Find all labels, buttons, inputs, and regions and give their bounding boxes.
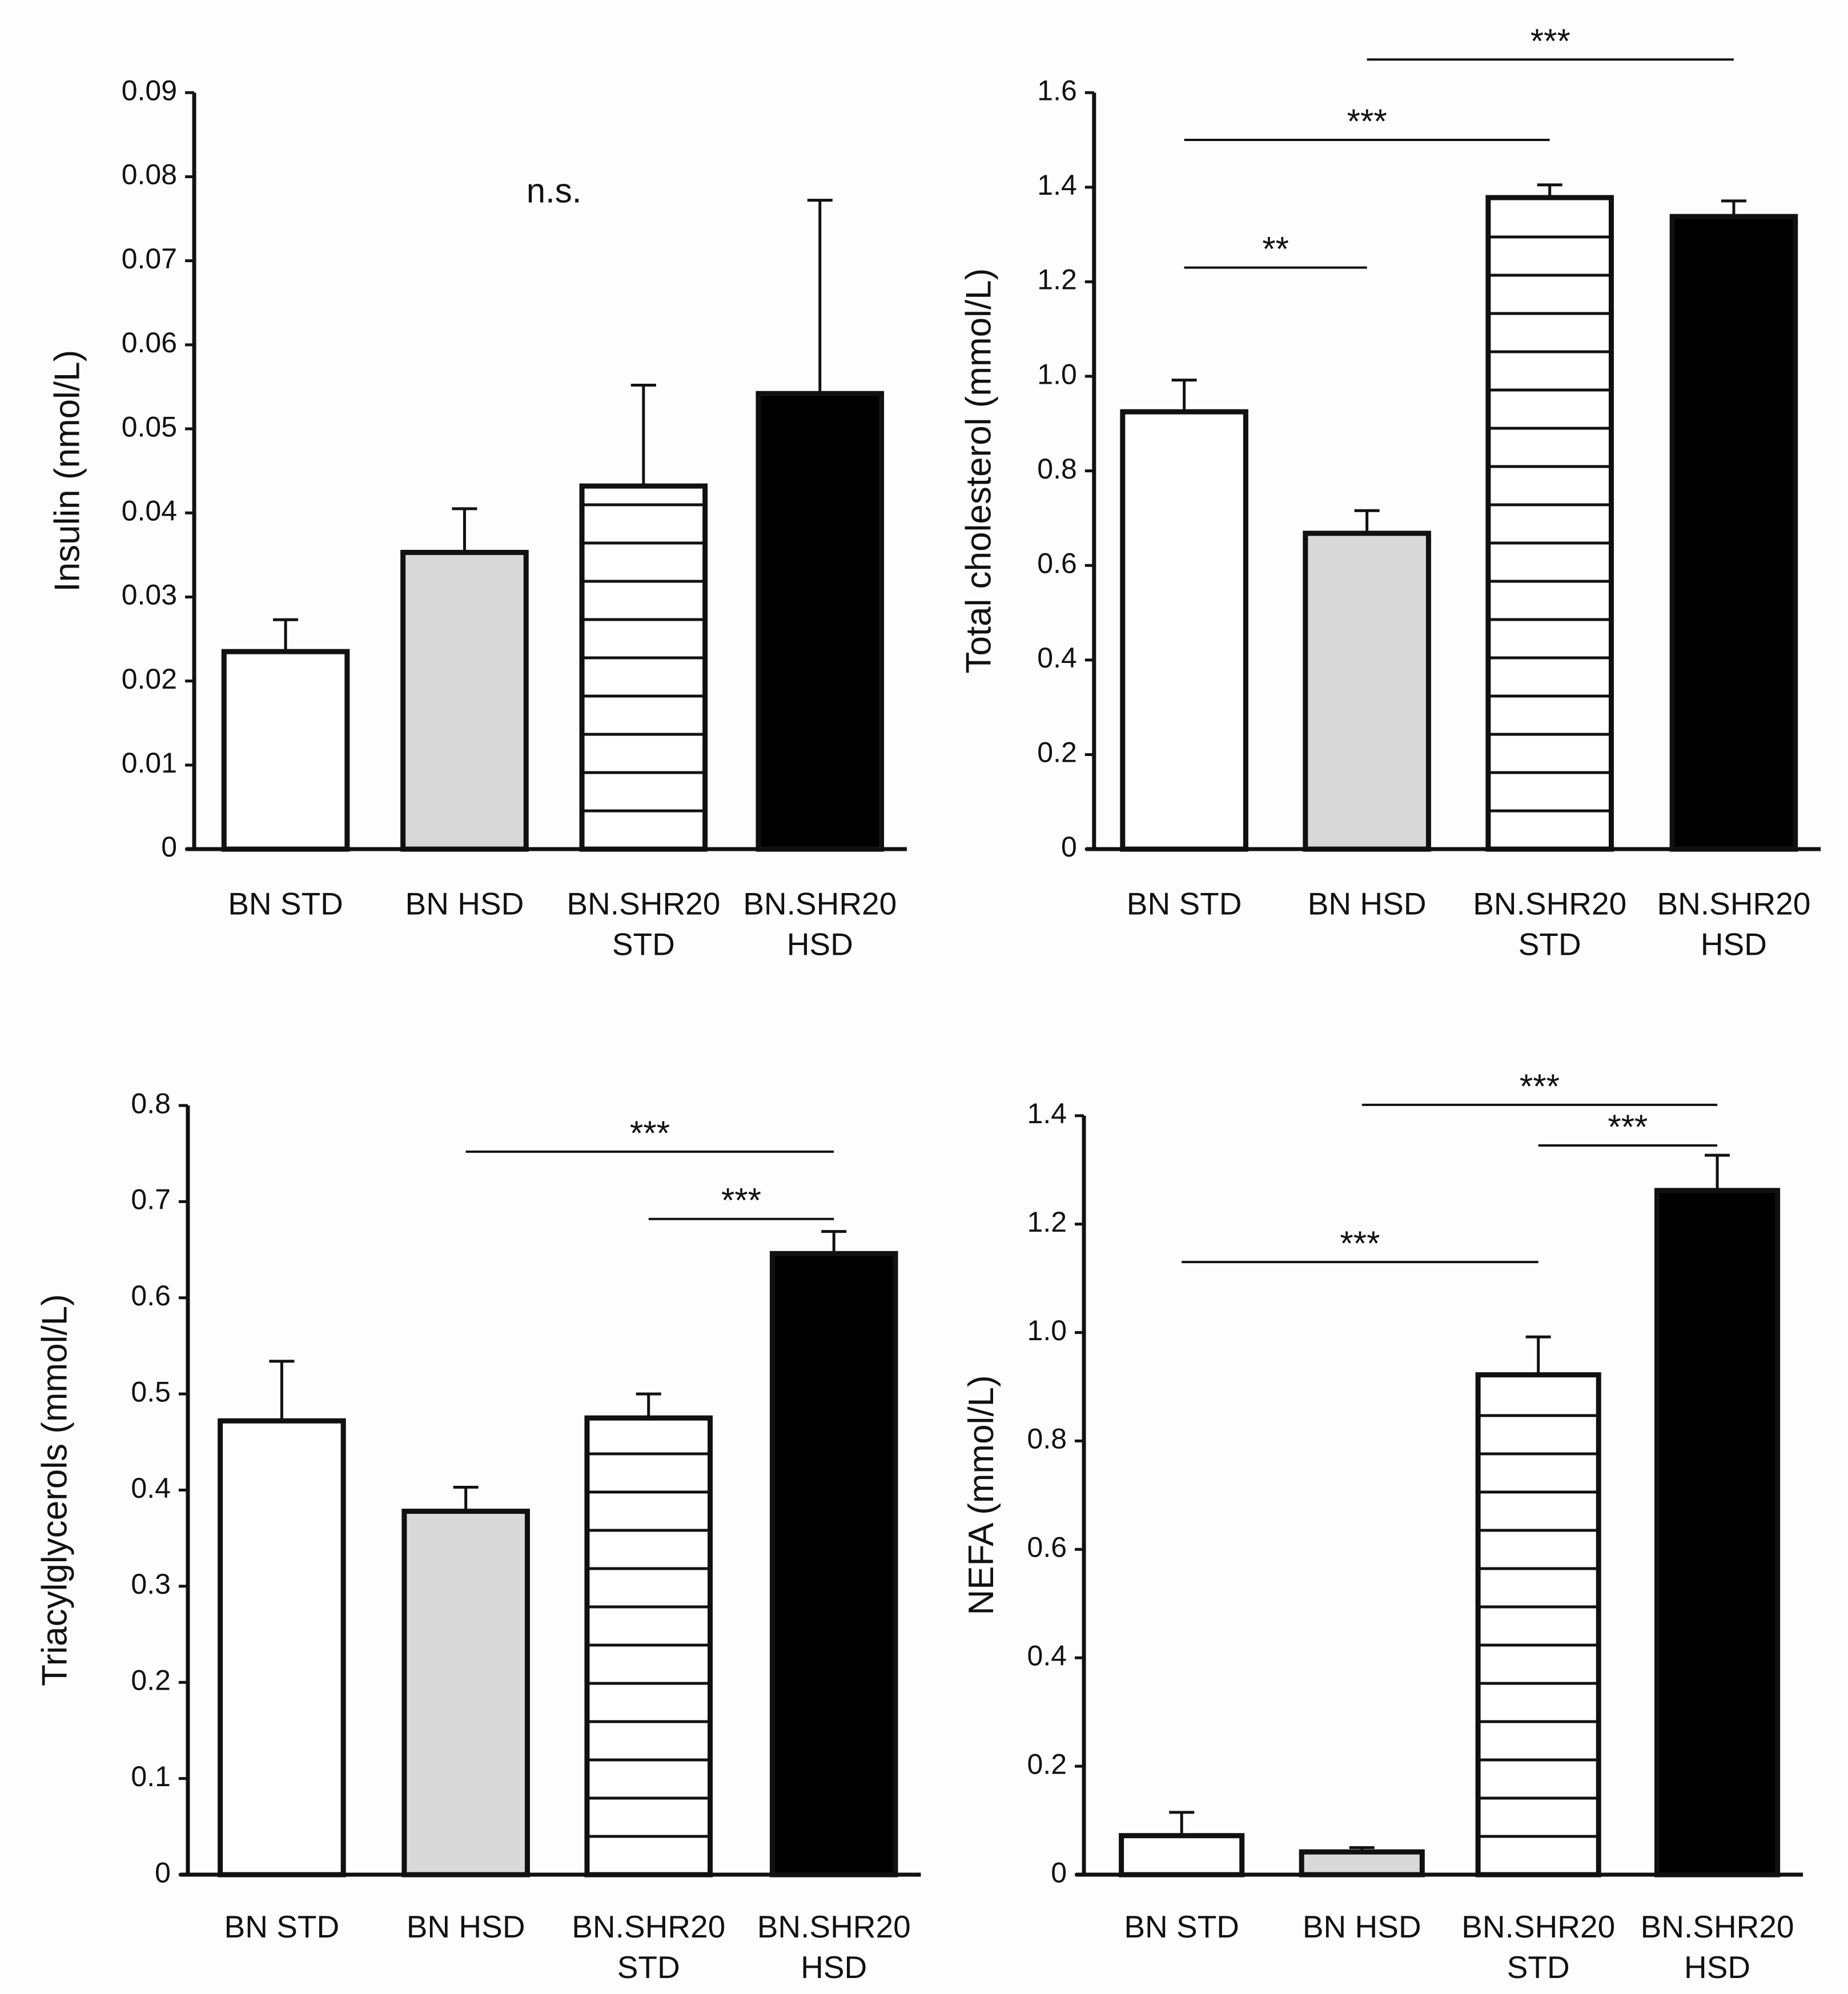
significance-label: *** bbox=[1530, 22, 1570, 60]
y-tick-label: 0.7 bbox=[131, 1184, 171, 1216]
y-tick-label: 0.2 bbox=[131, 1665, 171, 1696]
nefa-chart: 0 0.2 0.4 0.6 0.8 1.0 1.2 1.4 NEFA (mmol/L) BN ST… bbox=[962, 1067, 1803, 1985]
category-label: BN.SHR20 bbox=[1473, 886, 1626, 922]
category-label: BN HSD bbox=[405, 886, 524, 922]
significance-label: *** bbox=[721, 1181, 761, 1220]
y-tick-label: 0.08 bbox=[122, 159, 177, 191]
y-tick-label: 1.2 bbox=[1027, 1206, 1067, 1238]
category-label: HSD bbox=[1684, 1949, 1750, 1985]
category-label: STD bbox=[1518, 927, 1581, 962]
bar-gray bbox=[1303, 530, 1431, 852]
significance-label: *** bbox=[630, 1114, 670, 1152]
y-tick-label: 0.6 bbox=[1037, 547, 1077, 579]
y-tick-label: 0 bbox=[1051, 1856, 1067, 1888]
bar-black bbox=[769, 1251, 898, 1878]
category-label: BN STD bbox=[228, 886, 343, 922]
y-tick-label: 1.0 bbox=[1027, 1314, 1067, 1346]
category-label: STD bbox=[617, 1949, 680, 1985]
y-axis-title: Triacylglycerols (mmol/L) bbox=[35, 1294, 74, 1686]
category-label: BN.SHR20 bbox=[567, 886, 720, 922]
y-tick-label: 0.03 bbox=[122, 579, 177, 611]
category-label: HSD bbox=[801, 1949, 867, 1985]
bar-gray bbox=[401, 1509, 530, 1878]
y-tick-label: 0 bbox=[155, 1856, 171, 1888]
bar-gray bbox=[400, 549, 529, 852]
y-tick-label: 0.8 bbox=[131, 1087, 171, 1119]
insulin-chart: 0 0.01 0.02 0.03 0.04 0.05 0.06 0.07 0.08 0.09 Ins… bbox=[48, 74, 907, 962]
y-tick-label: 0.06 bbox=[122, 327, 177, 359]
y-tick-label: 0 bbox=[161, 831, 177, 863]
bar-hatched bbox=[579, 483, 708, 852]
category-label: BN STD bbox=[1127, 886, 1242, 922]
y-tick-label: 0.6 bbox=[131, 1280, 171, 1312]
y-tick-label: 0.8 bbox=[1037, 453, 1077, 485]
y-tick-label: 0.4 bbox=[131, 1472, 171, 1504]
category-label: BN.SHR20 bbox=[1657, 886, 1810, 922]
total-cholesterol-chart: 0 0.2 0.4 0.6 0.8 1.0 1.2 1.4 1.6 Total cholester… bbox=[959, 22, 1821, 962]
y-axis-title: Total cholesterol (mmol/L) bbox=[959, 268, 998, 674]
y-tick-label: 1.6 bbox=[1037, 74, 1077, 106]
significance-label: *** bbox=[1340, 1224, 1380, 1263]
y-tick-label: 0.1 bbox=[131, 1760, 171, 1792]
y-tick-label: 1.2 bbox=[1037, 264, 1077, 296]
category-label: BN STD bbox=[1124, 1909, 1239, 1944]
category-label: HSD bbox=[787, 927, 853, 962]
category-label: STD bbox=[1507, 1949, 1570, 1985]
significance-label: *** bbox=[1520, 1067, 1560, 1105]
y-tick-label: 0.09 bbox=[122, 74, 177, 106]
bar-gray bbox=[1299, 1849, 1425, 1878]
bar-hatched bbox=[1475, 1372, 1601, 1878]
bar-black bbox=[1654, 1188, 1781, 1878]
y-tick-label: 0.2 bbox=[1027, 1748, 1067, 1780]
y-tick-label: 0.07 bbox=[122, 243, 177, 275]
y-tick-label: 0 bbox=[1061, 831, 1077, 863]
y-tick-label: 0.02 bbox=[122, 663, 177, 695]
y-tick-label: 0.6 bbox=[1027, 1531, 1067, 1563]
category-label: BN HSD bbox=[1308, 886, 1427, 922]
bar-white bbox=[1120, 409, 1248, 852]
y-axis-title: NEFA (mmol/L) bbox=[962, 1375, 1001, 1615]
significance-label: ** bbox=[1262, 230, 1289, 268]
y-tick-label: 0.05 bbox=[122, 411, 177, 443]
category-label: HSD bbox=[1701, 927, 1767, 962]
category-label: BN STD bbox=[224, 1909, 340, 1944]
bar-white bbox=[218, 1418, 346, 1878]
category-label: BN.SHR20 bbox=[572, 1909, 725, 1944]
category-label: BN.SHR20 bbox=[1461, 1909, 1615, 1944]
bar-white bbox=[221, 649, 350, 852]
category-label: BN.SHR20 bbox=[1641, 1909, 1794, 1944]
y-tick-label: 0.04 bbox=[122, 495, 177, 526]
y-axis-title: Insulin (nmol/L) bbox=[48, 350, 87, 592]
y-tick-label: 0.3 bbox=[131, 1568, 171, 1600]
significance-label: *** bbox=[1347, 102, 1387, 140]
annotation-label: n.s. bbox=[527, 172, 582, 210]
bar-hatched bbox=[1485, 195, 1614, 852]
y-tick-label: 0.2 bbox=[1037, 737, 1077, 769]
category-label: BN HSD bbox=[407, 1909, 525, 1944]
category-label: BN.SHR20 bbox=[757, 1909, 911, 1944]
y-tick-label: 0.8 bbox=[1027, 1423, 1067, 1455]
y-tick-label: 0.4 bbox=[1027, 1639, 1067, 1671]
y-tick-label: 0.5 bbox=[131, 1376, 171, 1408]
y-tick-label: 1.4 bbox=[1037, 169, 1077, 201]
significance-label: *** bbox=[1608, 1108, 1648, 1146]
category-label: BN HSD bbox=[1303, 1909, 1421, 1944]
triacylglycerols-chart: 0 0.1 0.2 0.3 0.4 0.5 0.6 0.7 0.8 Triacylglycerol… bbox=[35, 1087, 921, 1985]
category-label: STD bbox=[612, 927, 675, 962]
bar-black bbox=[1669, 214, 1798, 852]
y-tick-label: 1.4 bbox=[1027, 1097, 1067, 1129]
y-tick-label: 0.01 bbox=[122, 747, 177, 779]
category-label: BN.SHR20 bbox=[743, 886, 897, 922]
bar-black bbox=[756, 391, 885, 852]
bar-white bbox=[1119, 1833, 1245, 1878]
y-tick-label: 1.0 bbox=[1037, 358, 1077, 390]
y-tick-label: 0.4 bbox=[1037, 642, 1077, 674]
